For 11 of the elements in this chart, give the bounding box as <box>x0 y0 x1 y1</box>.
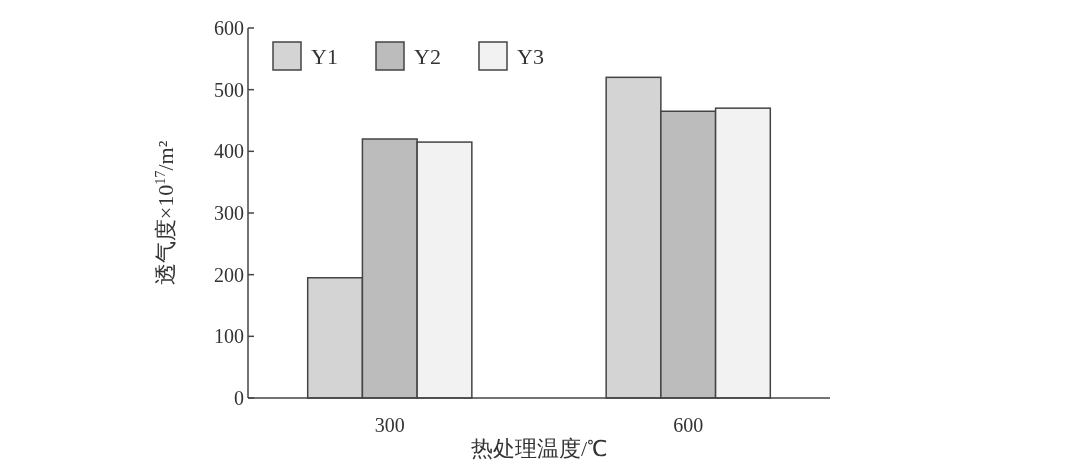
y-tick-label: 0 <box>234 387 244 409</box>
y-tick-label: 200 <box>214 263 244 286</box>
legend-label: Y3 <box>517 43 544 69</box>
legend-label: Y1 <box>311 43 338 69</box>
legend-label: Y2 <box>414 43 441 69</box>
y-tick-label: 600 <box>214 17 244 39</box>
x-axis-title: 热处理温度/℃ <box>470 436 608 461</box>
y-tick-label: 100 <box>214 325 244 348</box>
y-tick-label: 300 <box>214 202 244 224</box>
y-tick-label: 400 <box>214 140 244 163</box>
y-tick-label: 500 <box>214 78 244 101</box>
